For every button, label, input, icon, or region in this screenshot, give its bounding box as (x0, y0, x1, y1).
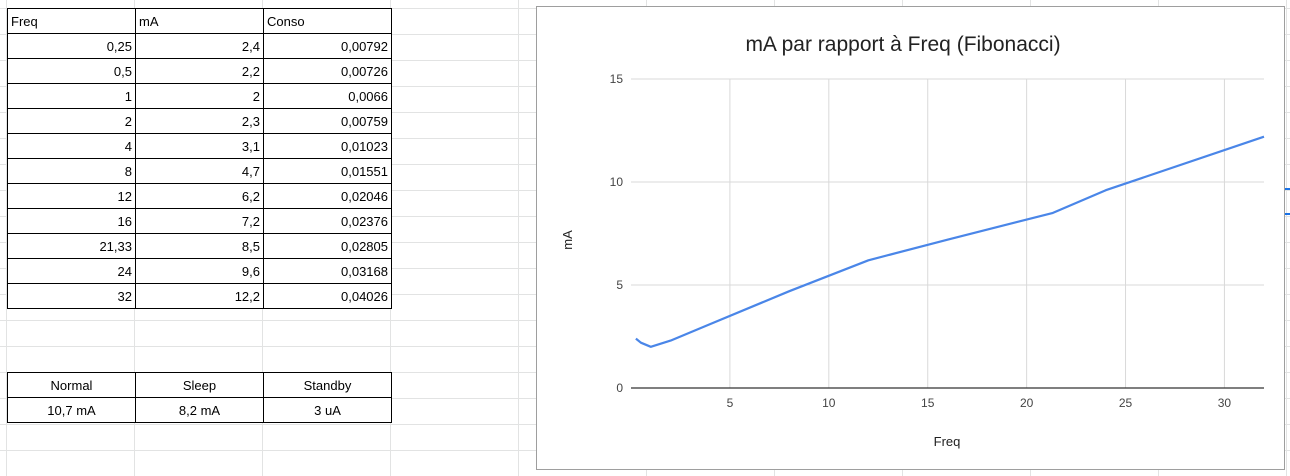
x-tick-label: 10 (822, 396, 836, 410)
column-resize-handle[interactable] (1285, 188, 1290, 190)
mode-table: Normal Sleep Standby 10,7 mA 8,2 mA 3 uA (7, 372, 392, 423)
x-axis-label: Freq (934, 434, 961, 449)
chart-grid (631, 78, 1264, 389)
table-cell[interactable]: 2 (7, 108, 136, 134)
table-cell[interactable]: 24 (7, 258, 136, 284)
table-cell[interactable]: 16 (7, 208, 136, 234)
table-row: 4 3,1 0,01023 (7, 133, 392, 159)
table-cell[interactable]: 0,00759 (263, 108, 392, 134)
table-cell[interactable]: 4,7 (135, 158, 264, 184)
column-header[interactable]: Conso (263, 8, 392, 34)
table-cell[interactable]: 0,02376 (263, 208, 392, 234)
table-cell[interactable]: 2,2 (135, 58, 264, 84)
table-row: 32 12,2 0,04026 (7, 283, 392, 309)
table-cell[interactable]: 4 (7, 133, 136, 159)
column-header[interactable]: Freq (7, 8, 136, 34)
x-tick-label: 5 (727, 396, 734, 410)
table-row: 8 4,7 0,01551 (7, 158, 392, 184)
table-cell[interactable]: 2,4 (135, 33, 264, 59)
mode-value[interactable]: 3 uA (263, 397, 392, 423)
column-resize-handle[interactable] (1285, 213, 1290, 215)
y-tick-label: 10 (610, 175, 624, 189)
series-line-ma (635, 135, 1265, 348)
data-table: Freq mA Conso 0,25 2,4 0,00792 0,5 2,2 0,00726 1 2… (7, 8, 392, 309)
column-header[interactable]: mA (135, 8, 264, 34)
table-cell[interactable]: 21,33 (7, 233, 136, 259)
table-cell[interactable]: 0,5 (7, 58, 136, 84)
table-cell[interactable]: 0,00726 (263, 58, 392, 84)
table-cell[interactable]: 0,04026 (263, 283, 392, 309)
table-cell[interactable]: 9,6 (135, 258, 264, 284)
y-tick-label: 5 (616, 278, 623, 292)
mode-value[interactable]: 10,7 mA (7, 397, 136, 423)
mode-header[interactable]: Normal (7, 372, 136, 398)
x-tick-label: 25 (1119, 396, 1133, 410)
x-tick-label: 30 (1218, 396, 1232, 410)
table-cell[interactable]: 2,3 (135, 108, 264, 134)
table-cell[interactable]: 3,1 (135, 133, 264, 159)
table-cell[interactable]: 8 (7, 158, 136, 184)
table-cell[interactable]: 8,5 (135, 233, 264, 259)
mode-header[interactable]: Standby (263, 372, 392, 398)
table-row: 2 2,3 0,00759 (7, 108, 392, 134)
y-axis-ticks: 0 5 10 15 (610, 72, 624, 395)
chart-svg: mA par rapport à Freq (Fibonacci) 0 5 10 15… (560, 33, 1265, 449)
table-row: 24 9,6 0,03168 (7, 258, 392, 284)
table-cell[interactable]: 0,02805 (263, 233, 392, 259)
y-tick-label: 0 (616, 381, 623, 395)
table-cell[interactable]: 1 (7, 83, 136, 109)
table-cell[interactable]: 0,02046 (263, 183, 392, 209)
table-cell[interactable]: 6,2 (135, 183, 264, 209)
chart[interactable]: mA par rapport à Freq (Fibonacci) 0 5 10 15… (536, 6, 1285, 470)
x-tick-label: 15 (921, 396, 935, 410)
table-cell[interactable]: 0,00792 (263, 33, 392, 59)
table-cell[interactable]: 0,01023 (263, 133, 392, 159)
y-tick-label: 15 (610, 72, 624, 86)
table-row: 0,5 2,2 0,00726 (7, 58, 392, 84)
table-row: 12 6,2 0,02046 (7, 183, 392, 209)
mode-value[interactable]: 8,2 mA (135, 397, 264, 423)
table-cell[interactable]: 12,2 (135, 283, 264, 309)
table-cell[interactable]: 0,0066 (263, 83, 392, 109)
x-tick-label: 20 (1020, 396, 1034, 410)
chart-title: mA par rapport à Freq (Fibonacci) (745, 33, 1060, 56)
x-axis-ticks: 5 10 15 20 25 30 (727, 396, 1232, 410)
table-cell[interactable]: 7,2 (135, 208, 264, 234)
table-cell[interactable]: 32 (7, 283, 136, 309)
table-cell[interactable]: 12 (7, 183, 136, 209)
table-cell[interactable]: 2 (135, 83, 264, 109)
table-cell[interactable]: 0,03168 (263, 258, 392, 284)
table-row: 16 7,2 0,02376 (7, 208, 392, 234)
table-row: 21,33 8,5 0,02805 (7, 233, 392, 259)
y-axis-label: mA (560, 230, 575, 250)
table-row: 0,25 2,4 0,00792 (7, 33, 392, 59)
mode-header[interactable]: Sleep (135, 372, 264, 398)
table-row: 1 2 0,0066 (7, 83, 392, 109)
table-cell[interactable]: 0,25 (7, 33, 136, 59)
table-cell[interactable]: 0,01551 (263, 158, 392, 184)
